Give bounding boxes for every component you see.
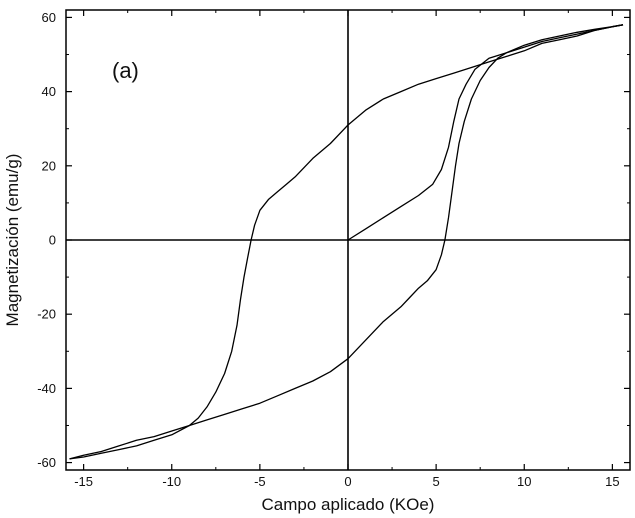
y-tick-label: 20 xyxy=(42,158,56,173)
curve-branch-3 xyxy=(69,24,624,460)
x-tick-label: 0 xyxy=(344,474,351,489)
y-tick-label: -60 xyxy=(37,455,56,470)
y-axis-title: Magnetización (emu/g) xyxy=(3,154,22,327)
x-tick-label: -5 xyxy=(254,474,266,489)
axis-ticks xyxy=(66,10,630,470)
x-tick-label: 10 xyxy=(517,474,531,489)
tick-labels: -15 -10 -5 0 5 10 15 -60 -40 -20 0 20 40 60 xyxy=(37,10,619,489)
x-tick-label: -10 xyxy=(162,474,181,489)
x-tick-label: 5 xyxy=(433,474,440,489)
x-tick-label: -15 xyxy=(74,474,93,489)
y-tick-label: 60 xyxy=(42,10,56,25)
x-axis-title: Campo aplicado (KOe) xyxy=(262,495,435,514)
y-tick-label: 40 xyxy=(42,84,56,99)
panel-label: (a) xyxy=(112,58,139,83)
y-tick-label: -40 xyxy=(37,381,56,396)
y-tick-label: 0 xyxy=(49,233,56,248)
x-tick-label: 15 xyxy=(605,474,619,489)
y-tick-label: -20 xyxy=(37,307,56,322)
curve-branch-1 xyxy=(347,24,624,241)
curve-branch-2 xyxy=(69,24,624,460)
hysteresis-curves xyxy=(69,24,624,460)
